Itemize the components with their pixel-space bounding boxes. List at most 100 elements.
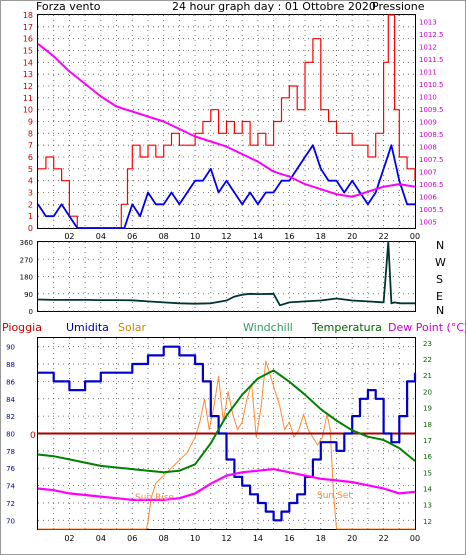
wind-y-tick-label: 3 [28,189,33,198]
humidity-y-tick-label: 88 [6,361,15,369]
x-tick-label-top: 18 [316,232,326,241]
humidity-y-tick-label: 90 [6,344,15,352]
x-tick-label-top: 20 [347,232,357,241]
temperature-y-tick-label: 14 [423,486,432,494]
wind-y-tick-label: 7 [28,141,33,150]
wind-y-tick-label: 16 [23,35,33,44]
pressure-y-tick-label: 1010.5 [419,81,444,89]
x-tick-label-bottom: 04 [96,534,106,543]
pressure-y-tick-label: 1011 [419,68,437,76]
compass-label-n-bottom: N [436,304,444,317]
x-tick-label-bottom: 00 [410,534,420,543]
temperature-y-tick-label: 22 [423,356,432,364]
x-tick-label-bottom: 06 [127,534,137,543]
x-tick-label-top: 16 [284,232,294,241]
pressure-y-tick-label: 1011.5 [419,56,444,64]
wind-y-tick-label: 17 [23,23,33,32]
wind-y-tick-label: 15 [23,47,33,56]
wind-y-tick-label: 14 [23,58,33,67]
x-tick-label-top: 22 [378,232,388,241]
wind-y-tick-label: 0 [28,224,33,233]
x-tick-label-bottom: 22 [378,534,388,543]
temperature-y-tick-label: 17 [423,437,432,445]
pressure-y-tick-label: 1009.5 [419,106,444,114]
pressure-y-tick-label: 1006.5 [419,181,444,189]
wind-y-tick-label: 18 [23,11,33,20]
x-tick-label-bottom: 08 [159,534,169,543]
wind-average-line [37,144,415,229]
x-tick-label-top: 06 [127,232,137,241]
pressure-y-tick-label: 1010 [419,93,437,101]
pressure-y-tick-label: 1007 [419,169,437,177]
wind-y-tick-label: 13 [23,70,33,79]
axis-labels: 012345678910111213141516171810051005.510… [6,11,443,543]
humidity-y-tick-label: 70 [6,517,15,525]
graph-title: 24 hour graph day : 01 Ottobre 2020 [172,0,376,13]
humidity-line [38,345,417,522]
pressure-y-tick-label: 1012.5 [419,31,444,39]
wind-y-tick-label: 8 [28,129,33,138]
wind-y-tick-label: 2 [28,200,33,209]
temperature-y-tick-label: 13 [423,502,432,510]
temperature-line [37,369,416,474]
x-tick-label-top: 10 [190,232,200,241]
wind-y-tick-label: 6 [28,153,33,162]
x-tick-label-bottom: 10 [190,534,200,543]
x-tick-label-top: 04 [96,232,106,241]
compass-label-s: S [436,273,443,286]
solar-line [38,360,415,530]
temperature-y-tick-label: 18 [423,421,432,429]
title-pressione: Pressione [372,0,425,13]
wind-y-tick-label: 11 [23,94,33,103]
direction-series [37,241,415,307]
title-dew-point: Dew Point (°C) [388,321,466,334]
title-solar: Solar [118,321,147,334]
humidity-y-tick-label: 74 [6,483,15,491]
wind-y-tick-label: 1 [28,212,33,221]
x-tick-label-top: 14 [253,232,263,241]
compass-label-w: W [435,256,446,269]
x-tick-label-top: 00 [410,232,420,241]
humidity-temperature-series [37,345,417,530]
sun-set-label: Sun Set [317,491,352,501]
humidity-y-tick-label: 72 [6,500,15,508]
pressure-y-tick-label: 1008 [419,144,437,152]
pressure-y-tick-label: 1009 [419,119,437,127]
pressure-y-tick-label: 1005.5 [419,206,444,214]
pressure-y-tick-label: 1006 [419,194,437,202]
wind-y-tick-label: 9 [28,118,33,127]
humidity-y-tick-label: 86 [6,378,15,386]
wind-pressure-series [37,14,416,229]
title-forza-vento: Forza vento [36,0,101,13]
temperature-y-tick-label: 21 [423,372,432,380]
pressure-y-tick-label: 1007.5 [419,156,444,164]
rain-zero-label: 0 [30,431,36,441]
temperature-y-tick-label: 16 [423,453,432,461]
bottom-panel-frame [37,337,416,530]
wind-y-tick-label: 10 [23,106,33,115]
title-umidita: Umidita [66,321,109,334]
humidity-y-tick-label: 82 [6,413,15,421]
compass-label-n-top: N [436,239,444,252]
title-pioggia: Pioggia [2,321,42,334]
pressure-line [37,43,416,198]
dewpoint-line [37,468,416,501]
temperature-y-tick-label: 23 [423,340,432,348]
title-temperatura: Temperatura [311,321,382,334]
pressure-y-tick-label: 1008.5 [419,131,444,139]
humidity-y-tick-label: 76 [6,465,15,473]
compass-label-e: E [436,290,443,303]
x-tick-label-bottom: 20 [347,534,357,543]
top-panel-frame [37,14,416,229]
x-tick-label-bottom: 18 [316,534,326,543]
pressure-y-tick-label: 1012 [419,43,437,51]
wind-y-tick-label: 12 [23,82,33,91]
wind-y-tick-label: 5 [28,165,33,174]
direction-y-tick-label: 90 [24,291,33,299]
x-tick-label-top: 02 [64,232,74,241]
wind-y-tick-label: 4 [28,177,33,186]
humidity-y-tick-label: 80 [6,431,15,439]
pressure-y-tick-label: 1005 [419,219,437,227]
